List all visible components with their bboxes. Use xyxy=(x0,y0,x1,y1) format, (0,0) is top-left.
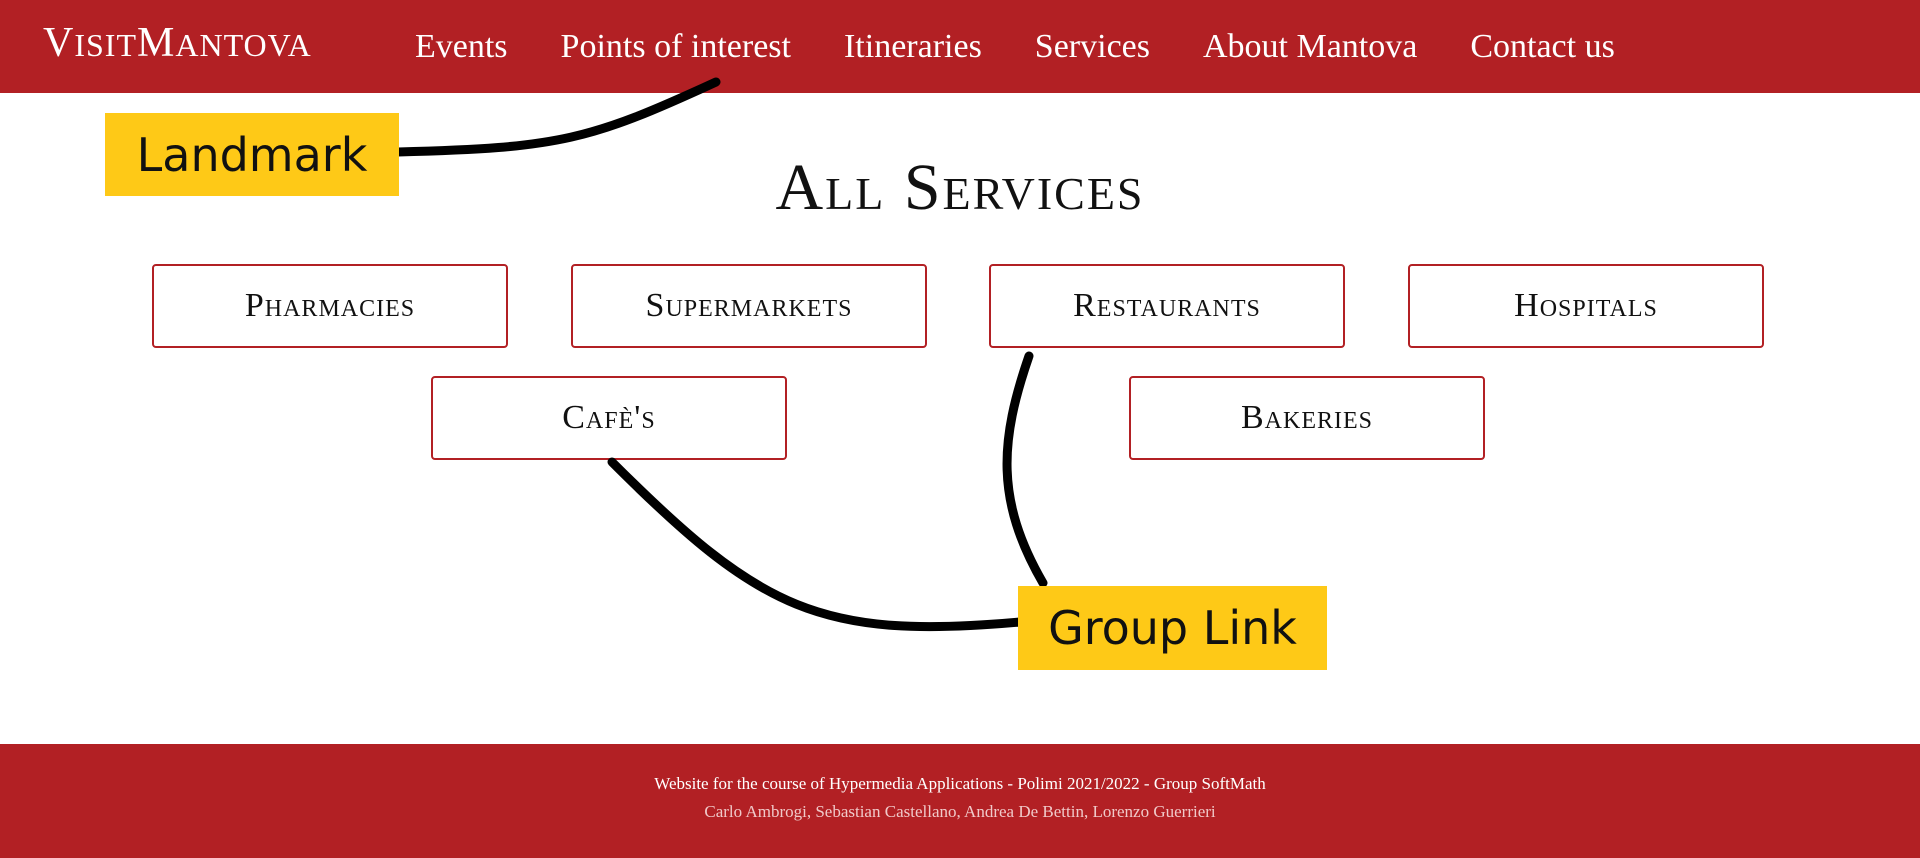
logo-letter-v: V xyxy=(43,20,75,66)
cafes-connector xyxy=(607,457,1025,632)
service-link-pharmacies[interactable]: Pharmacies xyxy=(152,264,508,348)
service-link-cafes[interactable]: Cafè's xyxy=(431,376,787,460)
annotation-landmark: Landmark xyxy=(105,113,399,196)
annotation-group-link: Group Link xyxy=(1018,586,1327,670)
page-title: All Services xyxy=(775,151,1145,224)
service-link-hospitals[interactable]: Hospitals xyxy=(1408,264,1764,348)
nav-links: Events Points of interest Itineraries Se… xyxy=(415,0,1668,93)
footer: Website for the course of Hypermedia App… xyxy=(0,744,1920,858)
nav-link-points-of-interest[interactable]: Points of interest xyxy=(560,27,791,65)
nav-link-about-mantova[interactable]: About Mantova xyxy=(1202,27,1418,65)
nav-link-services[interactable]: Services xyxy=(1034,27,1150,65)
restaurants-connector xyxy=(1002,351,1048,588)
nav-link-contact-us[interactable]: Contact us xyxy=(1470,27,1615,65)
logo-text-antova: ANTOVA xyxy=(175,27,312,63)
top-navbar: VISITMANTOVA Events Points of interest I… xyxy=(0,0,1920,93)
footer-authors: Carlo Ambrogi, Sebastian Castellano, And… xyxy=(704,802,1216,821)
service-link-supermarkets[interactable]: Supermarkets xyxy=(571,264,927,348)
footer-course-info: Website for the course of Hypermedia App… xyxy=(654,774,1266,793)
nav-link-itineraries[interactable]: Itineraries xyxy=(843,27,982,65)
site-logo[interactable]: VISITMANTOVA xyxy=(43,12,312,76)
service-link-bakeries[interactable]: Bakeries xyxy=(1129,376,1485,460)
service-link-restaurants[interactable]: Restaurants xyxy=(989,264,1345,348)
nav-link-events[interactable]: Events xyxy=(415,27,508,65)
logo-text-isit: ISIT xyxy=(74,27,137,63)
logo-letter-m: M xyxy=(137,20,176,66)
